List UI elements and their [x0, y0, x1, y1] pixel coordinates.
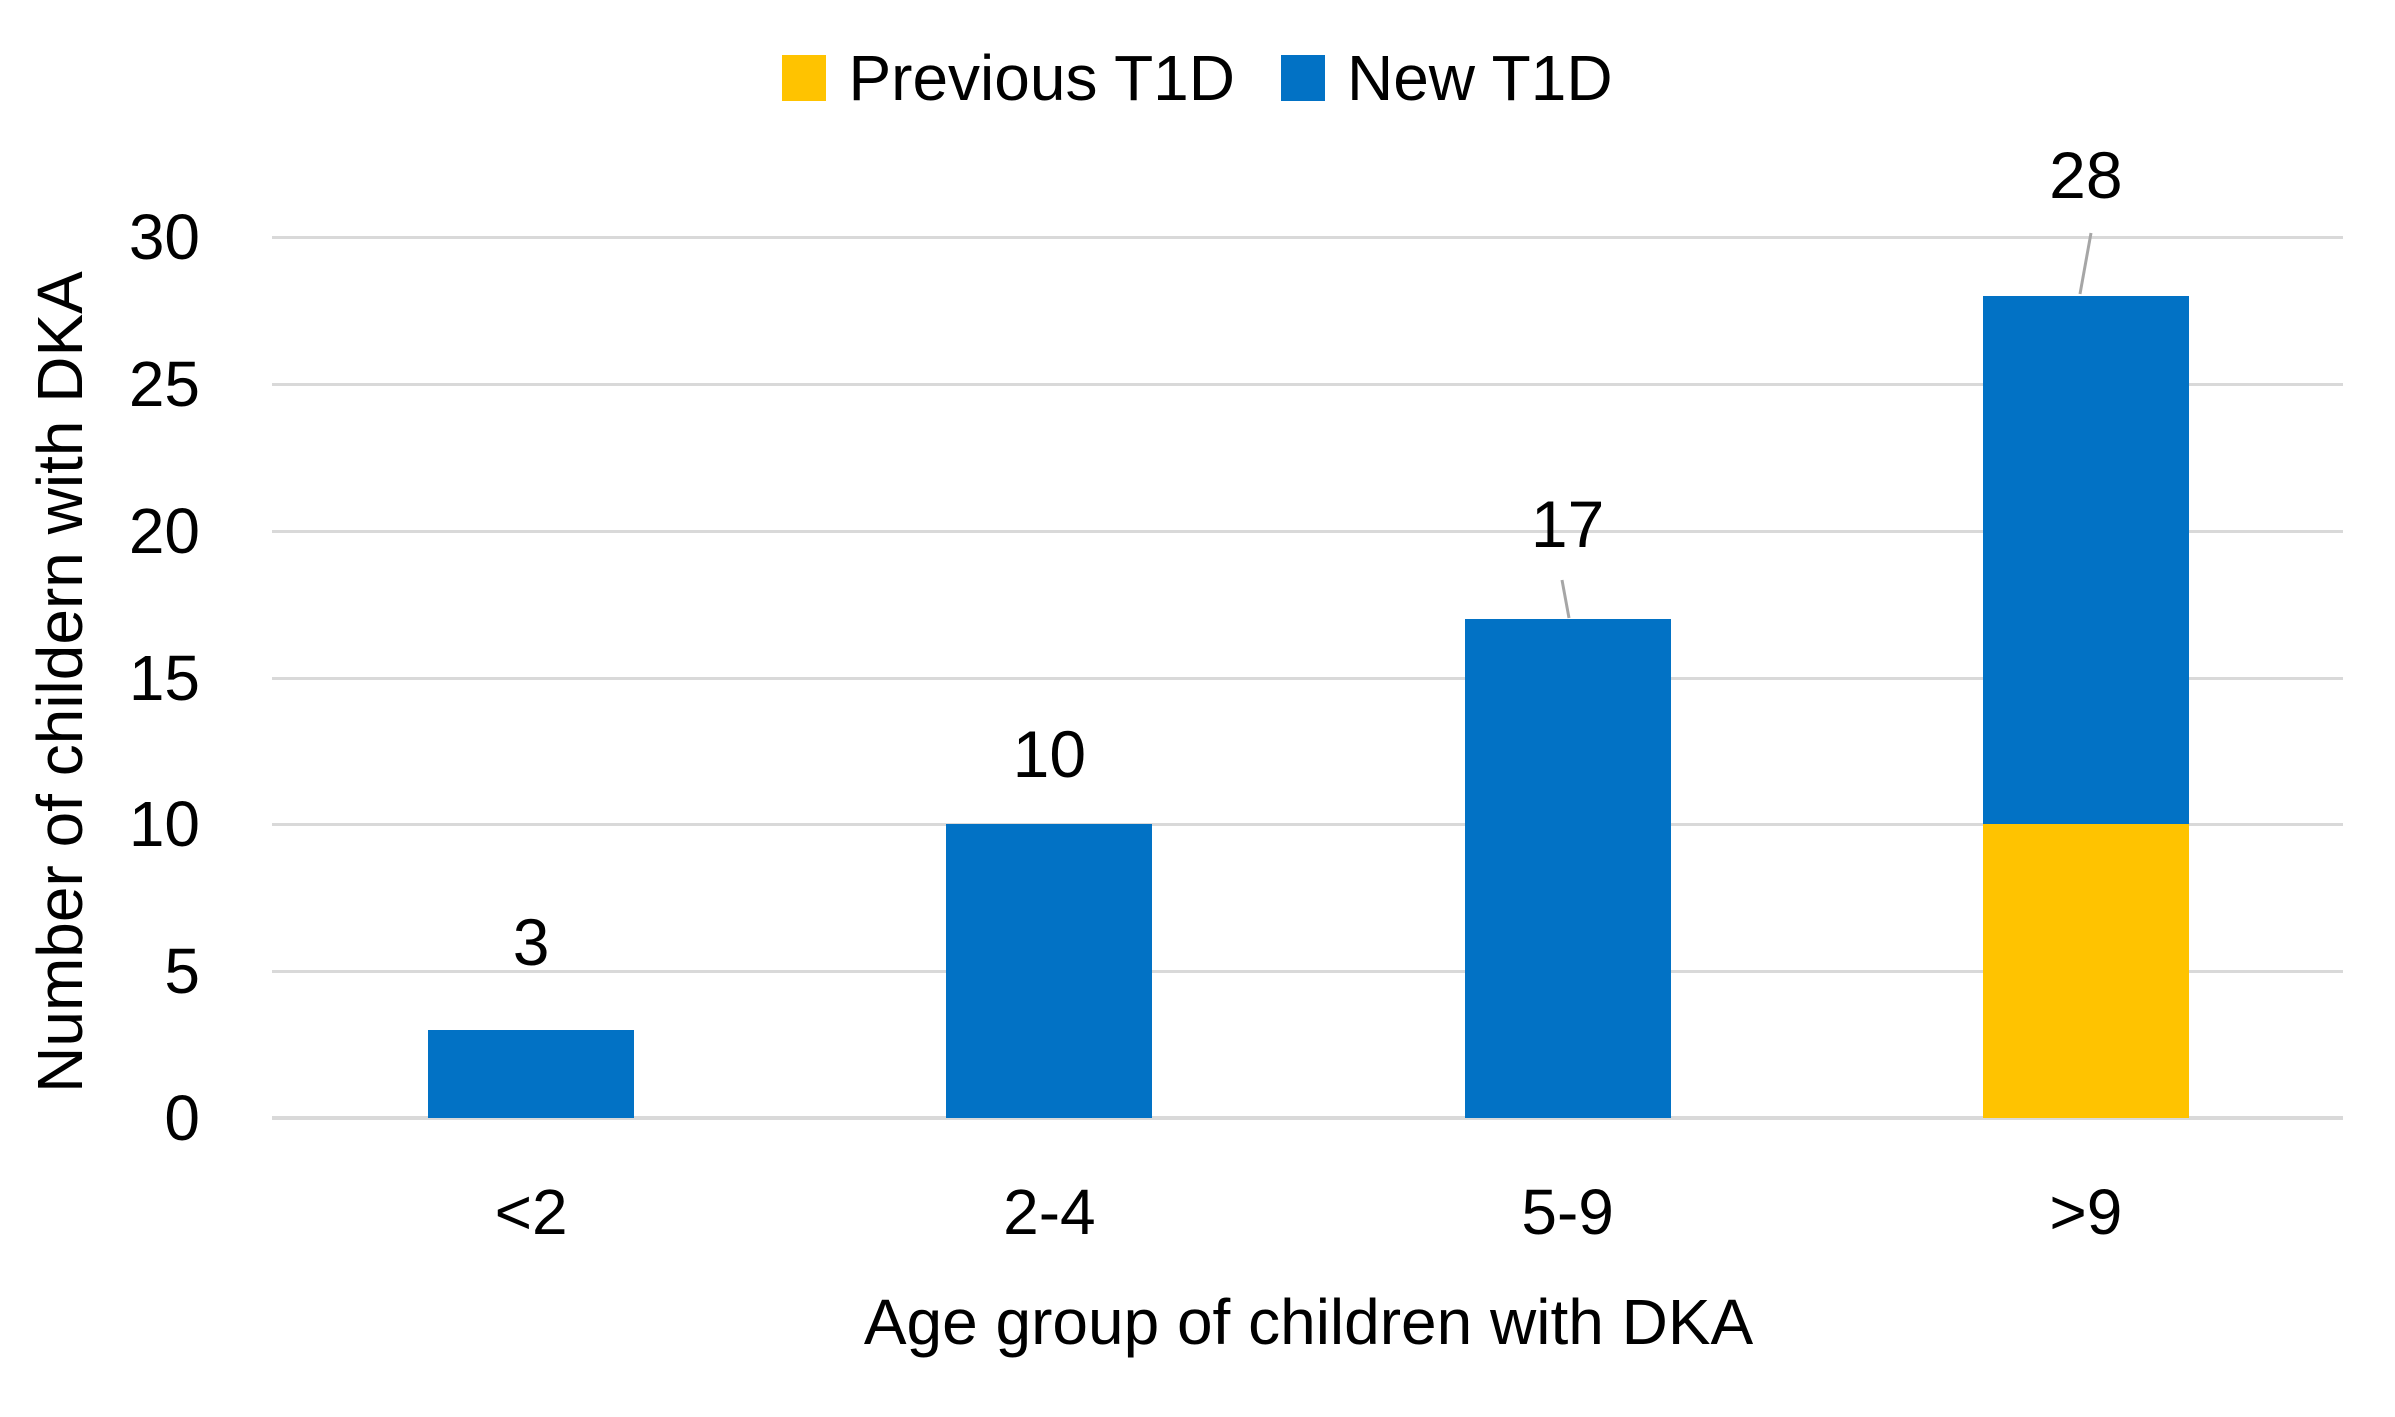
legend: Previous T1D New T1D	[0, 46, 2395, 110]
legend-label-new-t1d: New T1D	[1346, 42, 1613, 114]
data-label-5-9: 17	[1530, 486, 1605, 561]
bar-gt-9-previous-t1d	[1982, 824, 2189, 1118]
y-tick-label-30: 30	[128, 201, 200, 273]
y-tick-label-0: 0	[164, 1082, 200, 1154]
y-tick-label-10: 10	[128, 788, 200, 861]
legend-item-new-t1d: New T1D	[1280, 42, 1613, 114]
gridline-5	[272, 970, 2343, 974]
x-tick-label-gt-9: >9	[2049, 1176, 2123, 1248]
legend-label-previous-t1d: Previous T1D	[848, 42, 1235, 114]
plot-area: 3 10 17 28	[272, 142, 2345, 1120]
gridline-10	[272, 823, 2343, 827]
data-label-lt-2: 3	[512, 904, 550, 979]
gridline-0	[272, 1116, 2343, 1120]
gridline-30	[272, 236, 2343, 239]
bar-2-4-new-t1d	[946, 824, 1153, 1118]
y-tick-label-20: 20	[128, 494, 200, 567]
y-tick-label-25: 25	[128, 347, 200, 420]
legend-swatch-previous-t1d	[782, 55, 827, 101]
data-label-gt-9: 28	[2049, 137, 2123, 212]
data-label-2-4: 10	[1012, 717, 1087, 792]
legend-item-previous-t1d: Previous T1D	[782, 46, 1235, 110]
bar-lt-2-new-t1d	[428, 1029, 635, 1118]
leader-line-gt-9	[2078, 232, 2093, 295]
x-axis-title: Age group of children with DKA	[863, 1286, 1754, 1358]
gridline-20	[272, 529, 2343, 533]
y-tick-label-5: 5	[164, 935, 200, 1008]
bar-gt-9-new-t1d	[1982, 295, 2189, 825]
x-tick-label-5-9: 5-9	[1521, 1176, 1614, 1248]
bar-5-9-new-t1d	[1464, 618, 1671, 1118]
gridline-25	[272, 382, 2343, 386]
legend-swatch-new-t1d	[1280, 55, 1325, 101]
x-tick-label-2-4: 2-4	[1003, 1176, 1096, 1248]
leader-line-5-9	[1560, 579, 1571, 619]
gridline-15	[272, 676, 2343, 680]
y-tick-label-15: 15	[128, 641, 200, 714]
x-tick-label-lt-2: <2	[494, 1176, 568, 1248]
